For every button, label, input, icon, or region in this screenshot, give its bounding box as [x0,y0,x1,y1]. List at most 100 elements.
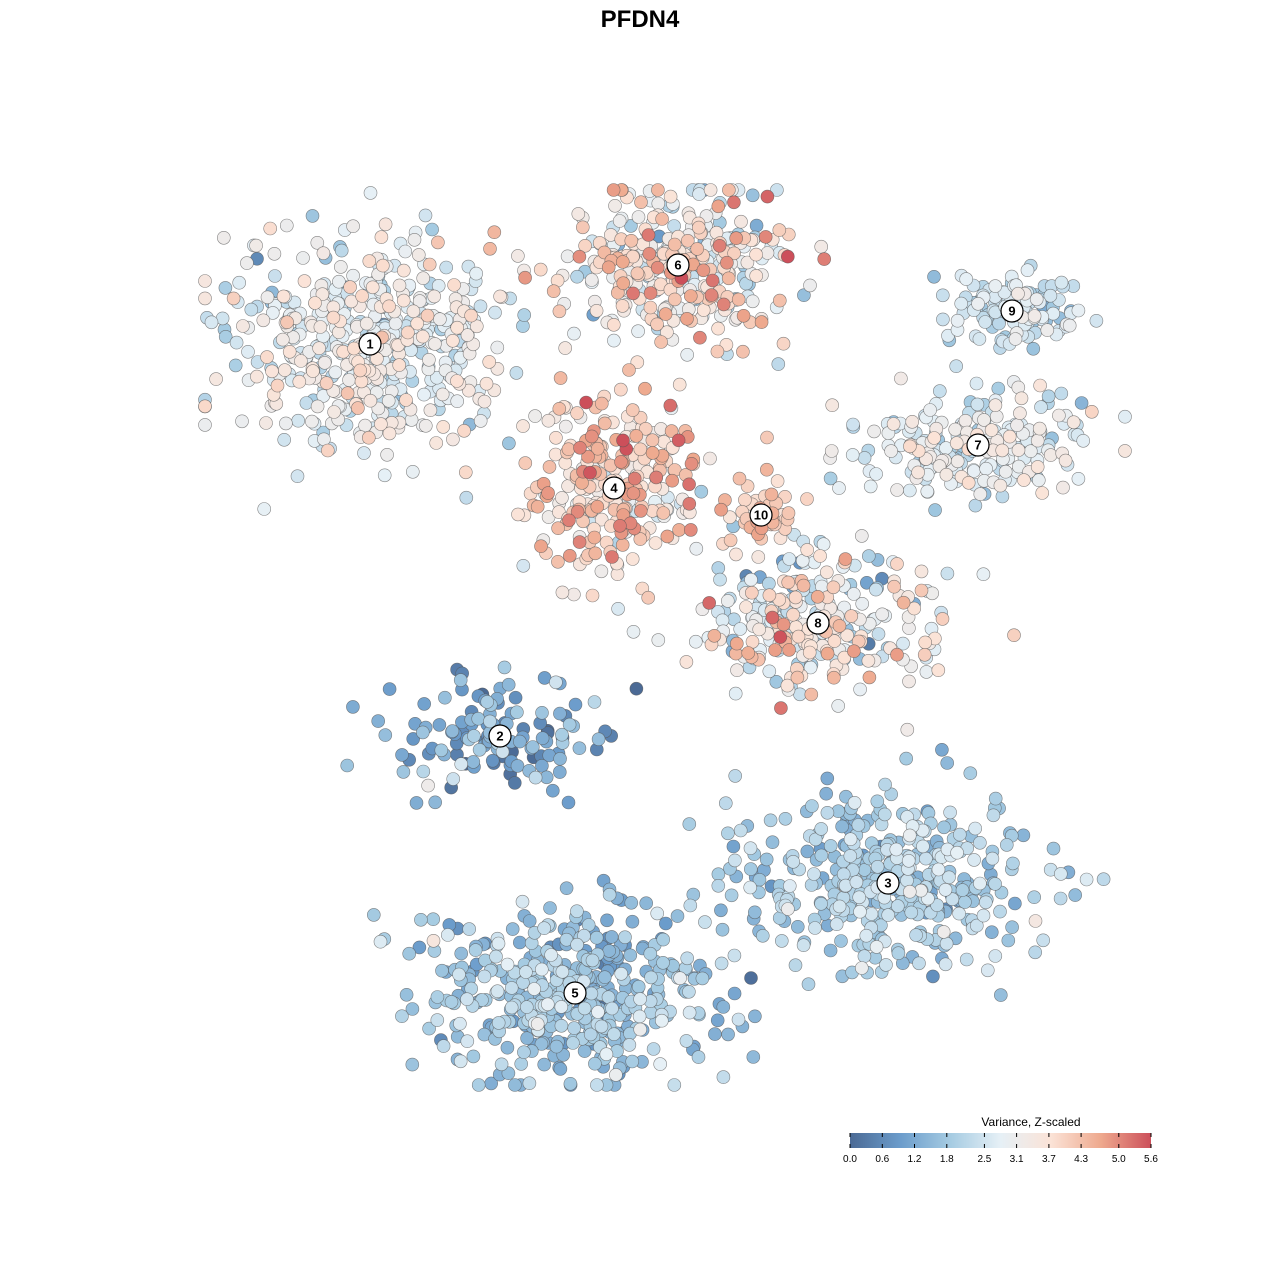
data-point [240,256,254,270]
data-point [218,329,233,344]
data-point [857,451,872,465]
data-point [682,496,697,511]
data-point [425,222,439,237]
data-point [849,875,864,889]
cluster-label-text: 6 [674,258,681,273]
data-point [716,297,731,312]
data-point [810,589,825,604]
data-point [758,230,773,244]
data-point [305,209,320,223]
data-point [375,258,390,273]
cluster-label-text: 1 [366,337,373,352]
data-point [772,293,787,308]
data-point [388,316,403,331]
data-point [614,966,629,981]
data-point [820,771,835,786]
data-point [711,321,725,336]
data-point [679,655,694,669]
data-point [973,876,987,891]
data-point [487,225,502,239]
data-point [743,862,758,876]
data-point [930,898,944,913]
data-point [333,260,348,274]
data-point [533,262,548,277]
data-point [939,467,954,482]
data-point [535,758,549,773]
data-point [460,992,474,1007]
data-point [814,896,828,911]
data-point [392,278,407,293]
data-point [643,286,658,300]
data-point [969,376,984,391]
data-point [1052,408,1066,423]
data-point [667,237,682,252]
data-point [656,955,670,970]
data-point [728,769,743,783]
data-point [952,827,967,842]
data-point [583,465,597,480]
data-point [745,188,760,203]
data-point [259,416,273,430]
data-point [720,255,734,270]
data-point [1017,473,1031,487]
data-point [218,281,233,295]
data-point [814,848,829,863]
data-point [650,317,664,332]
cluster-label-1: 1 [358,332,382,356]
data-point [935,288,950,303]
data-point [653,1057,668,1071]
data-point [825,398,840,413]
data-point [471,711,486,726]
data-point [517,1045,531,1059]
data-point [729,231,744,245]
data-point [1032,473,1046,488]
data-point [519,1000,534,1014]
legend-tick-label: 1.2 [908,1154,922,1165]
data-point [904,905,919,920]
data-point [1071,471,1086,486]
data-point [317,355,332,370]
data-point [517,308,532,322]
data-point [800,543,815,557]
data-point [399,393,413,407]
data-point [570,504,585,519]
data-point [346,700,360,714]
data-point [477,969,492,984]
legend-tick-label: 3.7 [1042,1154,1056,1165]
data-point [1079,872,1094,887]
data-point [319,376,334,390]
data-point [417,697,432,711]
data-point [991,381,1006,396]
data-point [936,312,950,327]
data-point [236,319,250,333]
data-point [907,601,922,616]
data-point [671,433,686,448]
data-point [422,257,437,272]
data-point [558,419,573,434]
data-point [656,506,671,520]
data-point [773,630,788,644]
data-point [209,372,223,386]
cluster-label-text: 8 [814,616,821,631]
data-point [625,552,640,566]
cluster-label-text: 7 [974,438,981,453]
data-point [579,395,593,410]
data-point [931,862,946,877]
data-point [759,462,774,477]
data-point [597,416,612,431]
data-point [629,681,644,696]
data-point [250,369,264,384]
data-point [405,464,420,479]
data-point [570,937,584,952]
data-point [1011,286,1025,301]
data-point [1089,313,1104,328]
data-point [993,478,1008,493]
data-point [712,239,727,253]
data-point [507,776,522,790]
data-point [704,288,719,302]
data-point [572,249,587,264]
data-point [459,490,474,505]
data-point [645,446,660,460]
legend-tick-label: 3.1 [1010,1154,1024,1165]
data-point [561,795,576,810]
